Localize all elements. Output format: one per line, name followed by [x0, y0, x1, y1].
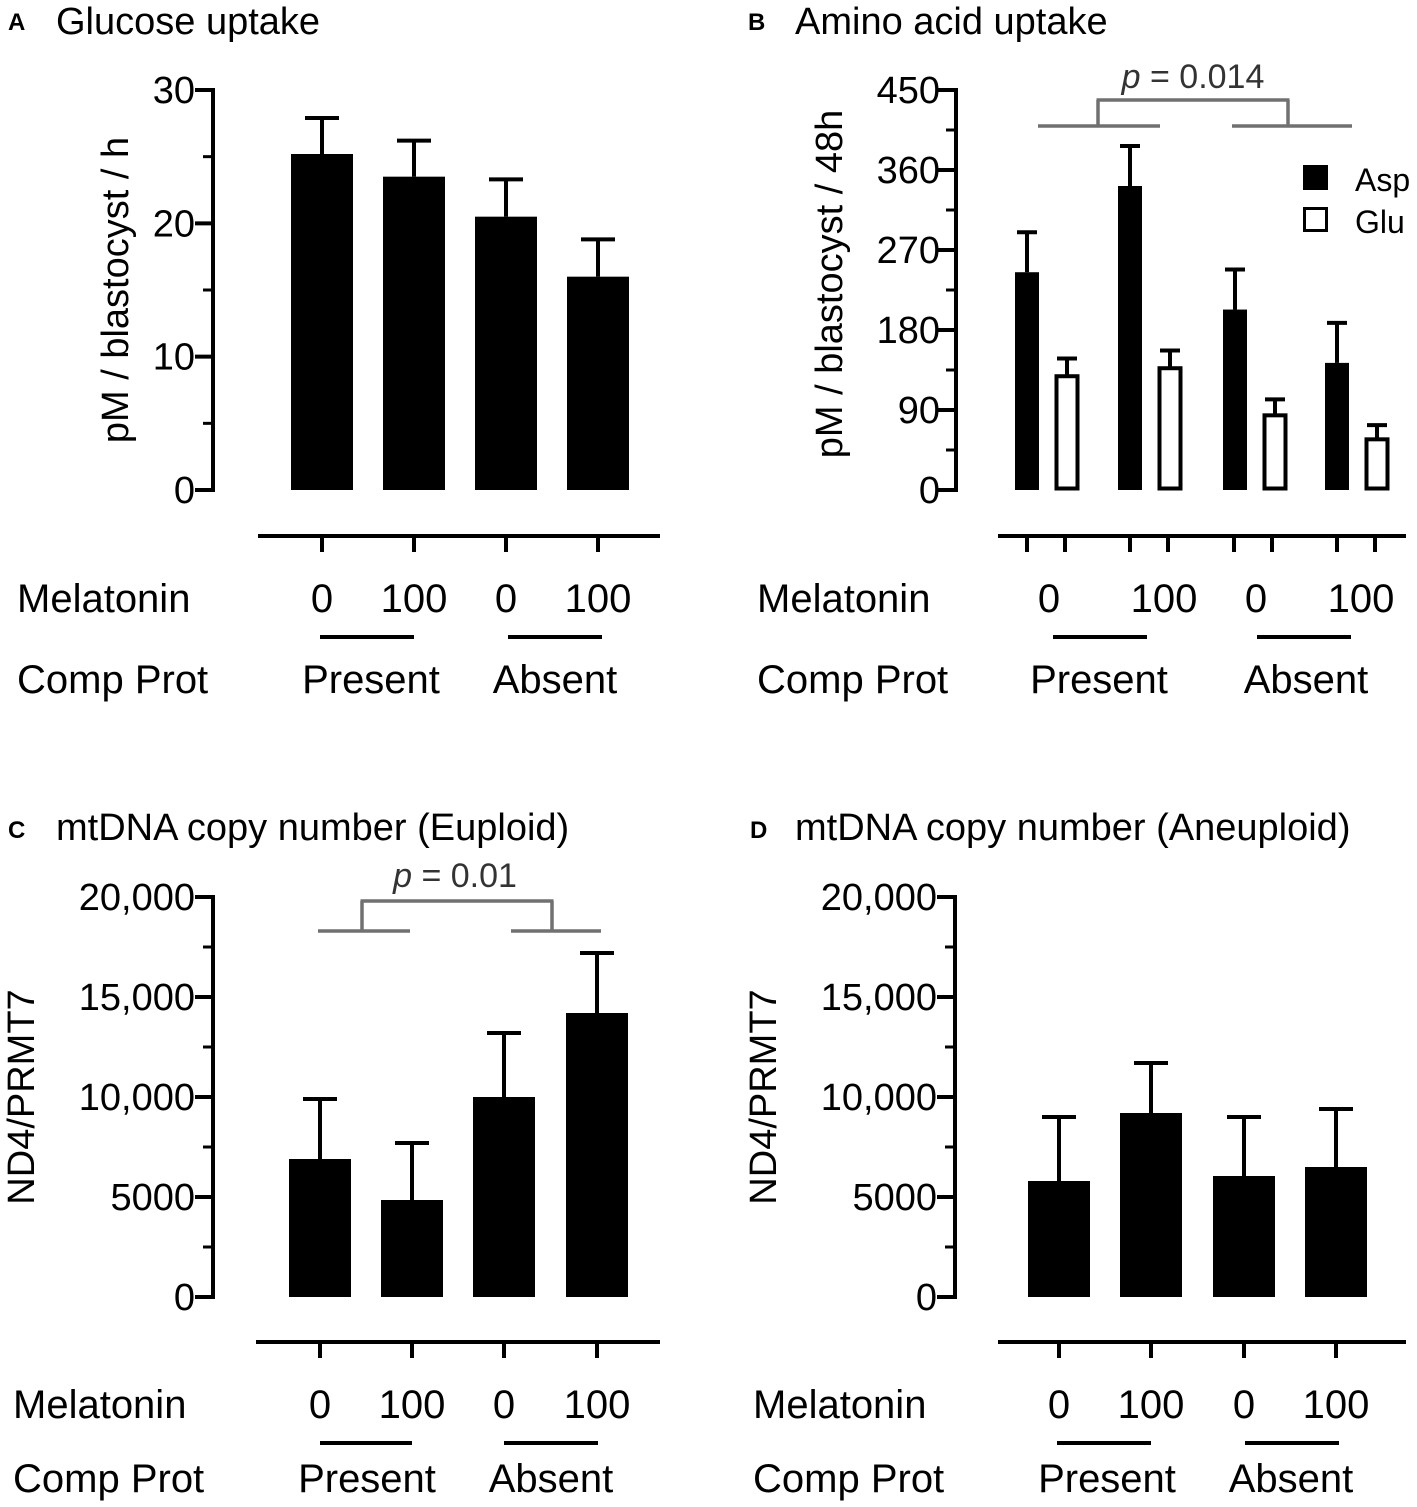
- y-tick-label: 450: [877, 70, 940, 112]
- bar-glu: [1054, 374, 1080, 491]
- y-tick-label: 0: [174, 1277, 195, 1319]
- comp-prot-group-label: Absent: [489, 1457, 614, 1501]
- bar-glucose: [383, 176, 445, 490]
- panel-letter: B: [748, 9, 765, 36]
- comp-prot-group-label: Absent: [493, 658, 618, 702]
- melatonin-dose-label: 0: [1038, 577, 1060, 621]
- y-tick-label: 15,000: [821, 977, 937, 1019]
- melatonin-row-label: Melatonin: [757, 577, 930, 621]
- panel-letter: D: [750, 817, 767, 844]
- panel-title: mtDNA copy number (Euploid): [56, 807, 569, 849]
- bar-glucose: [475, 216, 537, 490]
- melatonin-dose-label: 0: [309, 1383, 331, 1427]
- comp-prot-group-label: Present: [1038, 1457, 1176, 1501]
- significance-bracket: p = 0.01: [318, 857, 601, 933]
- y-tick-label: 30: [153, 70, 195, 112]
- melatonin-dose-label: 100: [1303, 1383, 1370, 1427]
- bar-glu: [1364, 437, 1390, 491]
- bar-asp: [1223, 309, 1247, 490]
- bar-aneuploid: [1213, 1176, 1275, 1297]
- bar-aneuploid: [1305, 1167, 1367, 1297]
- y-tick-label: 20: [153, 203, 195, 245]
- comp-prot-row-label: Comp Prot: [17, 658, 208, 702]
- y-tick-label: 20,000: [821, 877, 937, 919]
- comp-prot-group-label: Absent: [1229, 1457, 1354, 1501]
- significance-bracket: p = 0.014: [1038, 58, 1352, 128]
- y-axis-title: ND4/PRMT7: [743, 989, 785, 1204]
- comp-prot-row-label: Comp Prot: [13, 1457, 204, 1501]
- bar-euploid: [381, 1200, 443, 1297]
- y-tick-label: 20,000: [79, 877, 195, 919]
- melatonin-dose-label: 100: [564, 1383, 631, 1427]
- y-tick-label: 10,000: [821, 1077, 937, 1119]
- y-tick-label: 180: [877, 310, 940, 352]
- y-tick-label: 5000: [852, 1177, 937, 1219]
- y-axis-title: pM / blastocyst / 48h: [809, 110, 851, 459]
- comp-prot-group-label: Absent: [1244, 658, 1369, 702]
- y-tick-label: 360: [877, 150, 940, 192]
- melatonin-dose-label: 0: [311, 577, 333, 621]
- panel-b: B Amino acid uptake 0 90 180 270 360 450 pM / bl…: [748, 1, 1410, 702]
- comp-prot-group-label: Present: [302, 658, 440, 702]
- y-tick-label: 5000: [110, 1177, 195, 1219]
- panel-title: Amino acid uptake: [795, 1, 1108, 43]
- p-value-label: p = 0.01: [392, 857, 517, 895]
- melatonin-dose-label: 100: [1131, 577, 1198, 621]
- comp-prot-group-label: Present: [1030, 658, 1168, 702]
- melatonin-row-label: Melatonin: [753, 1383, 926, 1427]
- bar-asp: [1118, 186, 1142, 490]
- y-axis-title: ND4/PRMT7: [1, 989, 43, 1204]
- melatonin-row-label: Melatonin: [17, 577, 190, 621]
- y-tick-label: 10,000: [79, 1077, 195, 1119]
- melatonin-dose-label: 100: [1328, 577, 1395, 621]
- bar-asp: [1015, 272, 1039, 490]
- melatonin-dose-label: 0: [493, 1383, 515, 1427]
- y-tick-label: 10: [153, 337, 195, 379]
- y-axis-title: pM / blastocyst / h: [95, 137, 137, 443]
- y-tick-label: 270: [877, 230, 940, 272]
- panel-letter: C: [8, 817, 25, 844]
- melatonin-dose-label: 100: [565, 577, 632, 621]
- bar-euploid: [289, 1159, 351, 1297]
- bar-aneuploid: [1028, 1181, 1090, 1297]
- p-value-label: p = 0.014: [1121, 58, 1265, 96]
- legend-label: Glu: [1355, 204, 1405, 240]
- bar-glucose: [567, 276, 629, 490]
- legend-swatch-glu: [1303, 207, 1328, 232]
- y-tick-label: 0: [919, 470, 940, 512]
- bar-aneuploid: [1120, 1113, 1182, 1297]
- bar-euploid: [473, 1097, 535, 1297]
- y-tick-label: 90: [898, 390, 940, 432]
- panel-letter: A: [8, 9, 25, 36]
- melatonin-dose-label: 100: [379, 1383, 446, 1427]
- legend-label: Asp: [1355, 162, 1410, 198]
- melatonin-row-label: Melatonin: [13, 1383, 186, 1427]
- panel-title: Glucose uptake: [56, 1, 320, 43]
- melatonin-dose-label: 0: [495, 577, 517, 621]
- y-tick-label: 0: [916, 1277, 937, 1319]
- panel-title: mtDNA copy number (Aneuploid): [795, 807, 1350, 849]
- bar-glu: [1262, 413, 1288, 491]
- melatonin-dose-label: 0: [1048, 1383, 1070, 1427]
- bar-euploid: [566, 1013, 628, 1297]
- comp-prot-row-label: Comp Prot: [753, 1457, 944, 1501]
- melatonin-dose-label: 0: [1233, 1383, 1255, 1427]
- y-tick-label: 15,000: [79, 977, 195, 1019]
- melatonin-dose-label: 100: [1118, 1383, 1185, 1427]
- legend-swatch-asp: [1303, 165, 1328, 190]
- bar-glucose: [291, 154, 353, 490]
- comp-prot-row-label: Comp Prot: [757, 658, 948, 702]
- melatonin-dose-label: 0: [1245, 577, 1267, 621]
- panel-a: A Glucose uptake 0 10 20 30 pM / blastocyst / …: [8, 1, 660, 702]
- comp-prot-group-label: Present: [298, 1457, 436, 1501]
- bar-glu: [1157, 366, 1183, 491]
- y-tick-label: 0: [174, 470, 195, 512]
- bar-asp: [1325, 362, 1349, 490]
- melatonin-dose-label: 100: [381, 577, 448, 621]
